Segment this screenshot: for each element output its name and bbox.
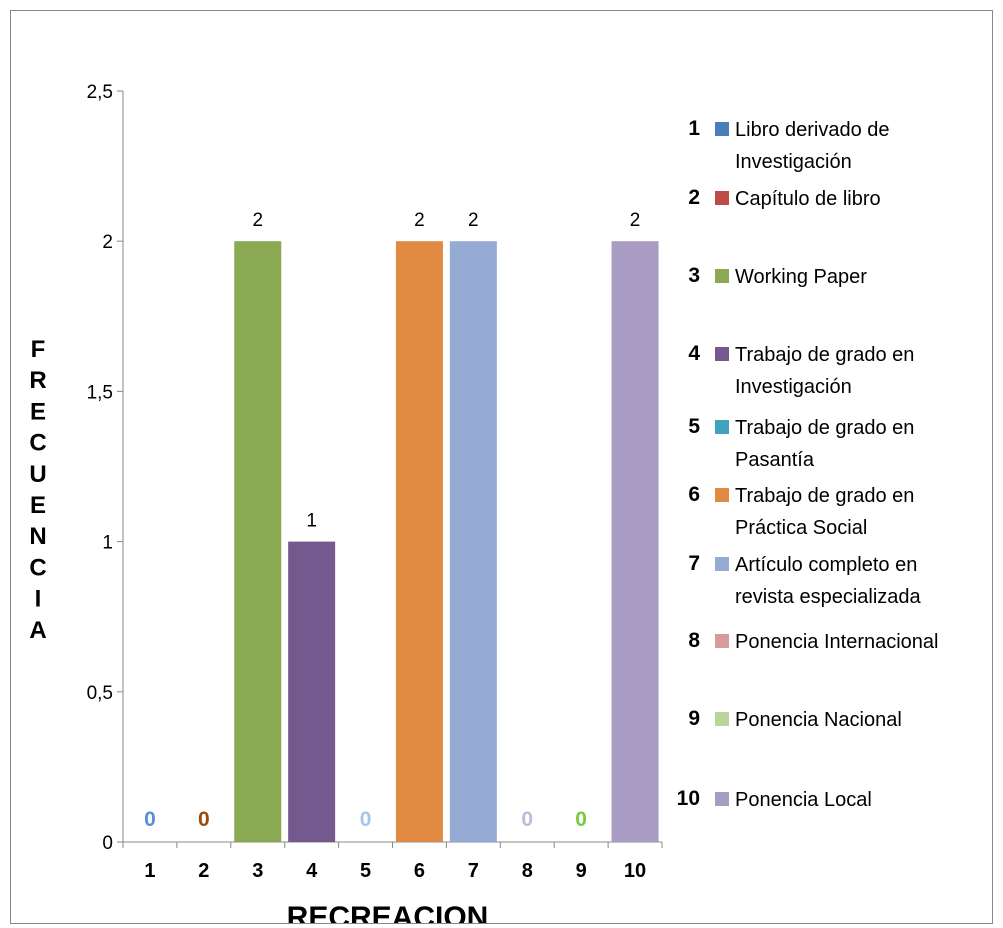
legend-label: Libro derivado de: [735, 119, 890, 141]
bar-chart: 00,511,522,5 010223140526270809210RECREA…: [29, 82, 939, 923]
bar-7: [449, 241, 497, 842]
x-axis-title: RECREACION: [287, 901, 489, 923]
x-tick-label-9: 9: [576, 860, 587, 882]
legend-label: Investigación: [735, 376, 852, 398]
chart-frame: 0 0,5 1 1,5 2 2,5 0 1 0 2 2 3 1 4 0 5 2 6 2 7 0 8 0 9 2 10 RECREA…: [10, 10, 993, 924]
legend-number: 3: [688, 264, 700, 287]
legend-label: Ponencia Nacional: [735, 709, 902, 731]
legend-swatch: [715, 191, 729, 205]
legend-label: Trabajo de grado en: [735, 417, 914, 439]
y-tick-label: 2: [102, 232, 113, 253]
x-tick-label-4: 4: [306, 860, 318, 882]
legend-label: Investigación: [735, 151, 852, 173]
bars: [234, 241, 659, 842]
data-label-1: 0: [144, 808, 156, 831]
axes: 0 0,5 1 1,5 2 2,5: [87, 82, 663, 854]
legend-label: Ponencia Local: [735, 789, 872, 811]
x-tick-label-8: 8: [522, 860, 533, 882]
data-label-3: 2: [252, 210, 263, 231]
data-label-8: 0: [521, 808, 533, 831]
x-tick-label-5: 5: [360, 860, 371, 882]
bar-6: [395, 241, 443, 842]
legend-item-7: 7 Artículo completo en revista especializa…: [688, 552, 921, 608]
legend-swatch: [715, 712, 729, 726]
x-tick-label-2: 2: [198, 860, 209, 882]
legend-item-6: 6 Trabajo de grado en Práctica Social: [688, 483, 914, 539]
y-tick-label: 1: [102, 533, 113, 554]
legend-label: revista especializada: [735, 586, 922, 608]
y-tick-label: 0,5: [87, 683, 113, 704]
legend-swatch: [715, 122, 729, 136]
legend-label: Trabajo de grado en: [735, 485, 914, 507]
y-tick-label: 0: [102, 833, 113, 854]
legend-number: 8: [688, 629, 700, 652]
x-tick-label-3: 3: [252, 860, 263, 882]
data-label-7: 2: [468, 210, 479, 231]
legend: 1 Libro derivado de Investigación 2 Capítulo…: [677, 117, 939, 811]
legend-label: Pasantía: [735, 449, 815, 471]
legend-number: 1: [688, 117, 700, 140]
bar-4: [288, 541, 336, 842]
bar-3: [234, 241, 282, 842]
legend-label: Ponencia Internacional: [735, 631, 938, 653]
legend-item-1: 1 Libro derivado de Investigación: [688, 117, 889, 173]
legend-swatch: [715, 420, 729, 434]
legend-label: Práctica Social: [735, 517, 867, 539]
bar-10: [611, 241, 659, 842]
x-tick-label-7: 7: [468, 860, 479, 882]
data-label-6: 2: [414, 210, 425, 231]
x-tick-label-1: 1: [144, 860, 155, 882]
legend-item-3: 3 Working Paper: [688, 264, 867, 288]
legend-item-8: 8 Ponencia Internacional: [688, 629, 938, 653]
data-label-2: 0: [198, 808, 210, 831]
y-tick-label: 2,5: [87, 82, 113, 103]
legend-item-2: 2 Capítulo de libro: [688, 186, 880, 210]
legend-number: 5: [688, 415, 700, 438]
legend-item-5: 5 Trabajo de grado en Pasantía: [688, 415, 914, 471]
legend-number: 10: [677, 787, 700, 810]
x-tick-label-6: 6: [414, 860, 425, 882]
legend-item-10: 10 Ponencia Local: [677, 787, 872, 811]
legend-swatch: [715, 634, 729, 648]
legend-number: 7: [688, 552, 700, 575]
legend-swatch: [715, 488, 729, 502]
legend-item-9: 9 Ponencia Nacional: [688, 707, 901, 731]
legend-number: 9: [688, 707, 700, 730]
legend-label: Capítulo de libro: [735, 188, 881, 210]
data-label-10: 2: [630, 210, 641, 231]
legend-label: Artículo completo en: [735, 554, 917, 576]
legend-swatch: [715, 792, 729, 806]
data-label-5: 0: [360, 808, 372, 831]
legend-swatch: [715, 269, 729, 283]
legend-swatch: [715, 347, 729, 361]
data-label-9: 0: [575, 808, 587, 831]
legend-swatch: [715, 557, 729, 571]
legend-number: 6: [688, 483, 700, 506]
legend-label: Trabajo de grado en: [735, 344, 914, 366]
legend-item-4: 4 Trabajo de grado en Investigación: [688, 342, 914, 398]
legend-label: Working Paper: [735, 266, 867, 288]
legend-number: 2: [688, 186, 700, 209]
x-tick-label-10: 10: [624, 860, 646, 882]
data-label-4: 1: [306, 511, 317, 532]
legend-number: 4: [688, 342, 700, 365]
y-tick-label: 1,5: [87, 382, 113, 403]
